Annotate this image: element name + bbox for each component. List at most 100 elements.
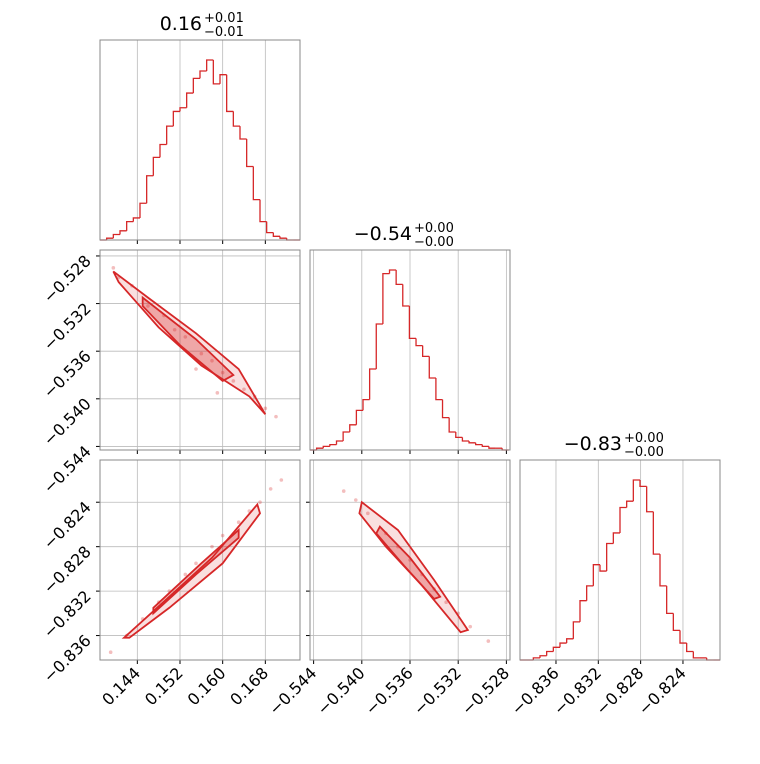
y-tick-label: −0.544	[40, 442, 95, 497]
histogram-step	[612, 532, 620, 544]
x-tick-label: −0.540	[313, 663, 368, 718]
histogram-step	[559, 642, 567, 648]
histogram-step	[579, 600, 587, 622]
histogram-step	[126, 220, 134, 231]
histogram-step	[639, 480, 647, 488]
sample-point	[341, 489, 346, 493]
x-tick-label: 0.168	[226, 663, 272, 709]
x-tick-label: −0.544	[265, 663, 320, 718]
histogram-step	[362, 398, 370, 411]
sample-point	[353, 498, 358, 502]
histogram-step	[646, 486, 654, 513]
sample-point	[172, 327, 177, 332]
sample-point	[210, 544, 214, 549]
y-tick-label: −0.828	[40, 542, 95, 597]
histogram-step	[335, 440, 344, 445]
histogram-step	[619, 506, 627, 533]
histogram-step	[212, 60, 220, 85]
sample-point	[444, 600, 448, 605]
histogram-step	[686, 643, 694, 653]
histogram-step	[586, 585, 594, 601]
histogram-step	[146, 175, 154, 204]
sample-point	[468, 624, 473, 629]
sample-point	[263, 406, 268, 411]
sample-point	[231, 379, 236, 383]
histogram-step	[415, 338, 423, 347]
histogram-step	[422, 345, 430, 358]
sample-point	[210, 358, 214, 363]
histogram-step	[679, 630, 687, 644]
histogram-step	[152, 156, 160, 176]
histogram-step	[692, 651, 700, 659]
histogram-step	[539, 655, 547, 658]
panel-frame	[99, 249, 301, 451]
sample-point	[108, 650, 113, 655]
histogram-step	[186, 92, 194, 108]
sample-point	[199, 351, 204, 356]
sample-point	[258, 500, 262, 505]
contour	[152, 527, 240, 616]
y-tick-label: −0.528	[40, 251, 95, 306]
histogram-step	[402, 284, 410, 307]
histogram-step	[388, 269, 397, 274]
histogram-step	[532, 657, 540, 660]
sample-point	[220, 533, 225, 538]
histogram-step	[606, 542, 614, 572]
sample-point	[279, 478, 284, 482]
sample-point	[194, 561, 198, 566]
histogram-step	[448, 417, 456, 433]
title-upper: +0.00	[414, 221, 454, 236]
histogram-step	[232, 111, 240, 127]
histogram-step	[546, 650, 554, 656]
histogram-step	[599, 564, 607, 572]
histogram-step	[172, 110, 180, 127]
histogram-step	[322, 445, 330, 449]
title-upper: +0.01	[204, 11, 244, 26]
histogram-step	[435, 378, 443, 401]
histogram-step	[566, 638, 574, 644]
histogram-step	[219, 74, 227, 84]
histogram-step	[206, 59, 214, 72]
histogram-step	[666, 585, 674, 615]
x-tick-label: −0.536	[362, 663, 417, 718]
histogram-step	[315, 447, 324, 450]
sample-point	[366, 511, 370, 516]
panel-frame	[309, 249, 511, 451]
title-value: 0.16	[160, 13, 202, 35]
histogram-step	[112, 233, 120, 239]
sample-point	[274, 414, 278, 419]
sample-point	[242, 387, 246, 392]
histogram-step	[455, 432, 463, 439]
histogram-step	[279, 236, 287, 239]
histogram-step	[166, 125, 174, 145]
panel-frame	[309, 459, 511, 661]
x-tick-label: 0.152	[141, 663, 187, 709]
y-tick-label: −0.836	[40, 631, 95, 686]
histogram-step	[199, 70, 207, 79]
histogram-step	[159, 143, 167, 158]
histogram-step	[355, 409, 364, 425]
histogram-step	[179, 107, 187, 112]
histogram-step	[382, 272, 390, 324]
sample-point	[236, 520, 241, 525]
histogram-step	[468, 441, 476, 444]
histogram-step	[572, 621, 580, 639]
histogram-step	[488, 446, 496, 449]
y-tick-label: −0.532	[40, 299, 95, 354]
histogram-step	[259, 199, 267, 223]
histogram-step	[375, 323, 383, 369]
histogram-step	[592, 564, 600, 586]
title-value: −0.83	[564, 433, 622, 455]
title-lower: −0.01	[204, 25, 244, 40]
x-tick-label: −0.532	[410, 663, 465, 718]
sample-point	[486, 639, 491, 643]
histogram-step	[475, 442, 483, 446]
histogram-step	[552, 646, 560, 652]
title-lower: −0.00	[624, 445, 664, 460]
histogram-step	[119, 230, 127, 235]
sample-point	[194, 367, 198, 371]
histogram-step	[461, 437, 470, 442]
x-tick-label: 0.144	[98, 663, 144, 709]
x-tick-label: −0.528	[458, 663, 513, 718]
